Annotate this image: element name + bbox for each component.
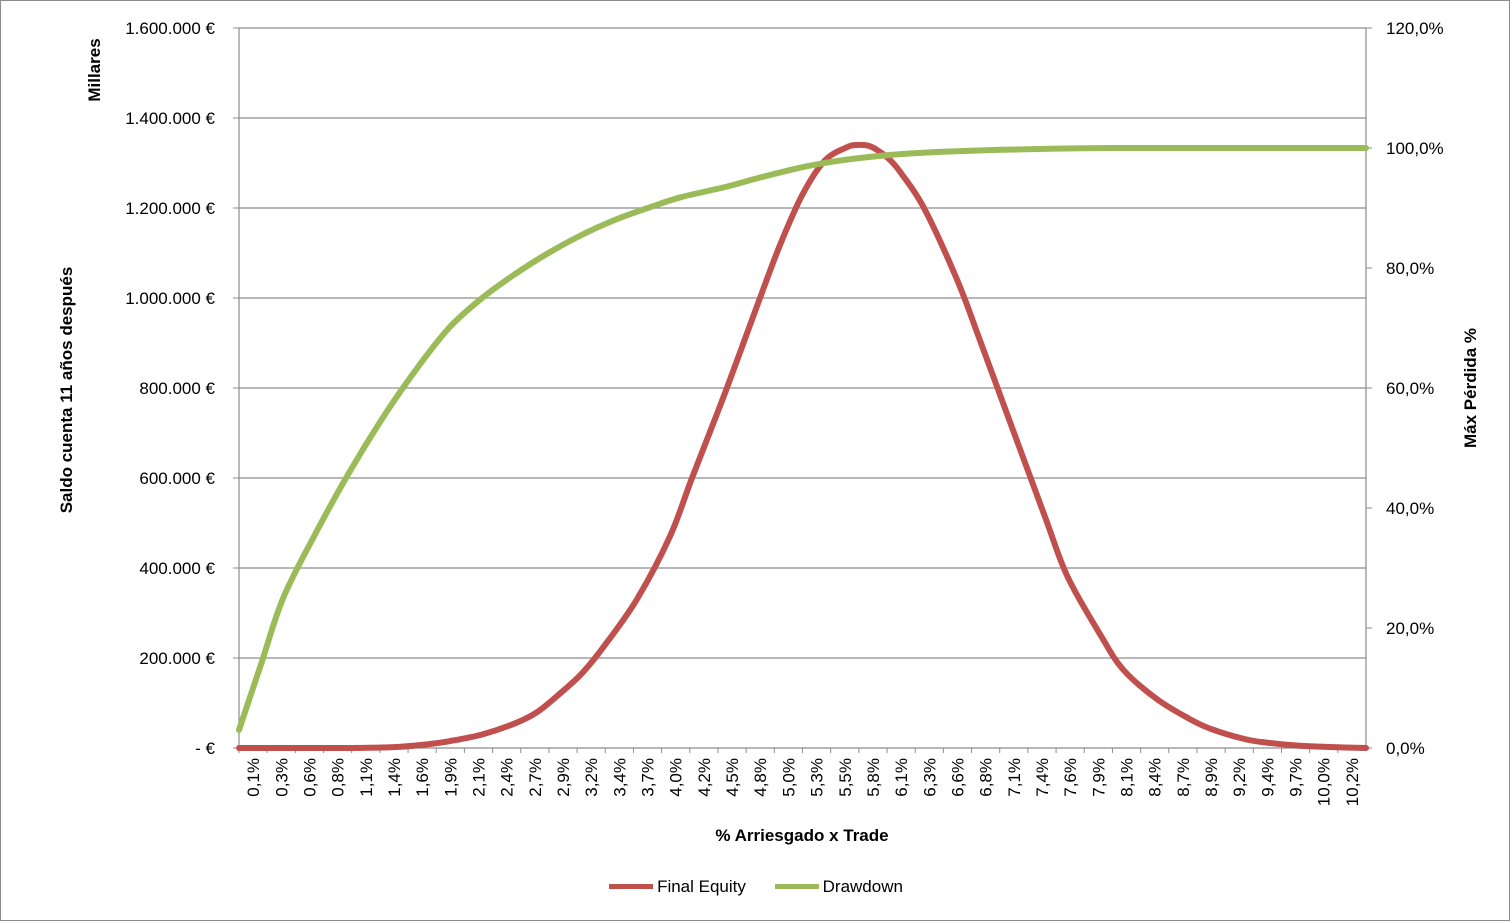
- y-left-tick-label: 200.000 €: [139, 649, 215, 668]
- x-tick-label: 5,5%: [836, 758, 855, 797]
- x-tick-label: 0,8%: [329, 758, 348, 797]
- x-tick-label: 10,2%: [1343, 758, 1362, 806]
- y-left-units-label: Millares: [85, 38, 104, 101]
- x-tick-label: 1,4%: [385, 758, 404, 797]
- gridlines: [239, 27, 1366, 659]
- x-tick-label: 7,6%: [1061, 758, 1080, 797]
- x-tick-label: 7,9%: [1089, 758, 1108, 797]
- x-axis-tick-labels: 0,1% 0,3% 0,6% 0,8% 1,1% 1,4% 1,6% 1,9% 2,1% 2,4%…: [244, 758, 1362, 806]
- legend-label-final-equity: Final Equity: [657, 876, 746, 896]
- x-tick-label: 1,1%: [357, 758, 376, 797]
- legend-item-drawdown: Drawdown: [774, 876, 903, 897]
- y-left-tick-label: 1.400.000 €: [125, 109, 215, 128]
- x-tick-label: 2,9%: [554, 758, 573, 797]
- x-tick-label: 4,5%: [723, 758, 742, 797]
- x-tick-label: 8,4%: [1146, 758, 1165, 797]
- y-left-tick-label: 1.000.000 €: [125, 289, 215, 308]
- legend-swatch-drawdown: [774, 884, 819, 889]
- y-left-tick-label: 400.000 €: [139, 559, 215, 578]
- y-left-axis-title: Saldo cuenta 11 años después: [57, 267, 76, 514]
- series-layer: [236, 141, 1369, 752]
- x-tick-label: 5,0%: [779, 758, 798, 797]
- x-tick-label: 6,3%: [920, 758, 939, 797]
- x-tick-label: 1,6%: [413, 758, 432, 797]
- x-tick-label: 6,1%: [892, 758, 911, 797]
- x-tick-label: 5,3%: [808, 758, 827, 797]
- x-tick-label: 7,1%: [1005, 758, 1024, 797]
- y-left-tick-label: 1.600.000 €: [125, 19, 215, 38]
- y-right-axis-title: Máx Pérdida %: [1461, 328, 1480, 448]
- y-right-tick-label: 100,0%: [1386, 139, 1444, 158]
- x-tick-label: 3,2%: [582, 758, 601, 797]
- y-left-tick-label: 1.200.000 €: [125, 199, 215, 218]
- right-axis-tick-labels: 0,0% 20,0% 40,0% 60,0% 80,0% 100,0% 120,0%: [1386, 19, 1444, 758]
- series-line-drawdown: [236, 144, 1369, 733]
- legend-item-final-equity: Final Equity: [609, 877, 746, 897]
- x-tick-label: 2,4%: [498, 758, 517, 797]
- legend: Final Equity Drawdown: [0, 874, 1512, 897]
- x-tick-label: 9,2%: [1230, 758, 1249, 797]
- x-tick-label: 0,1%: [244, 758, 263, 797]
- x-tick-label: 0,3%: [272, 758, 291, 797]
- y-right-tick-label: 60,0%: [1386, 379, 1434, 398]
- x-tick-label: 9,7%: [1287, 758, 1306, 797]
- x-tick-label: 4,2%: [695, 758, 714, 797]
- x-tick-label: 6,8%: [977, 758, 996, 797]
- y-right-tick-label: 40,0%: [1386, 499, 1434, 518]
- y-right-tick-label: 120,0%: [1386, 19, 1444, 38]
- y-right-tick-label: 20,0%: [1386, 619, 1434, 638]
- x-tick-label: 4,0%: [667, 758, 686, 797]
- x-tick-label: 10,0%: [1315, 758, 1334, 806]
- x-tick-label: 3,4%: [610, 758, 629, 797]
- x-tick-label: 1,9%: [441, 758, 460, 797]
- x-tick-label: 2,1%: [469, 758, 488, 797]
- x-tick-label: 0,6%: [300, 758, 319, 797]
- x-tick-label: 2,7%: [526, 758, 545, 797]
- y-left-tick-label: - €: [195, 739, 215, 758]
- x-tick-label: 6,6%: [948, 758, 967, 797]
- x-tick-label: 8,1%: [1118, 758, 1137, 797]
- x-tick-label: 8,7%: [1174, 758, 1193, 797]
- x-tick-label: 7,4%: [1033, 758, 1052, 797]
- series-line-final-equity: [236, 141, 1369, 752]
- y-right-tick-label: 0,0%: [1386, 739, 1425, 758]
- x-axis-title: % Arriesgado x Trade: [715, 826, 888, 845]
- left-axis-tick-labels: - € 200.000 € 400.000 € 600.000 € 800.000 € 1…: [125, 19, 215, 758]
- x-tick-label: 4,8%: [751, 758, 770, 797]
- x-tick-label: 9,4%: [1258, 758, 1277, 797]
- y-left-tick-label: 800.000 €: [139, 379, 215, 398]
- legend-label-drawdown: Drawdown: [822, 876, 903, 896]
- legend-swatch-final-equity: [609, 884, 654, 889]
- x-tick-label: 5,8%: [864, 758, 883, 797]
- y-right-tick-label: 80,0%: [1386, 259, 1434, 278]
- x-tick-label: 8,9%: [1202, 758, 1221, 797]
- y-left-tick-label: 600.000 €: [139, 469, 215, 488]
- x-tick-label: 3,7%: [639, 758, 658, 797]
